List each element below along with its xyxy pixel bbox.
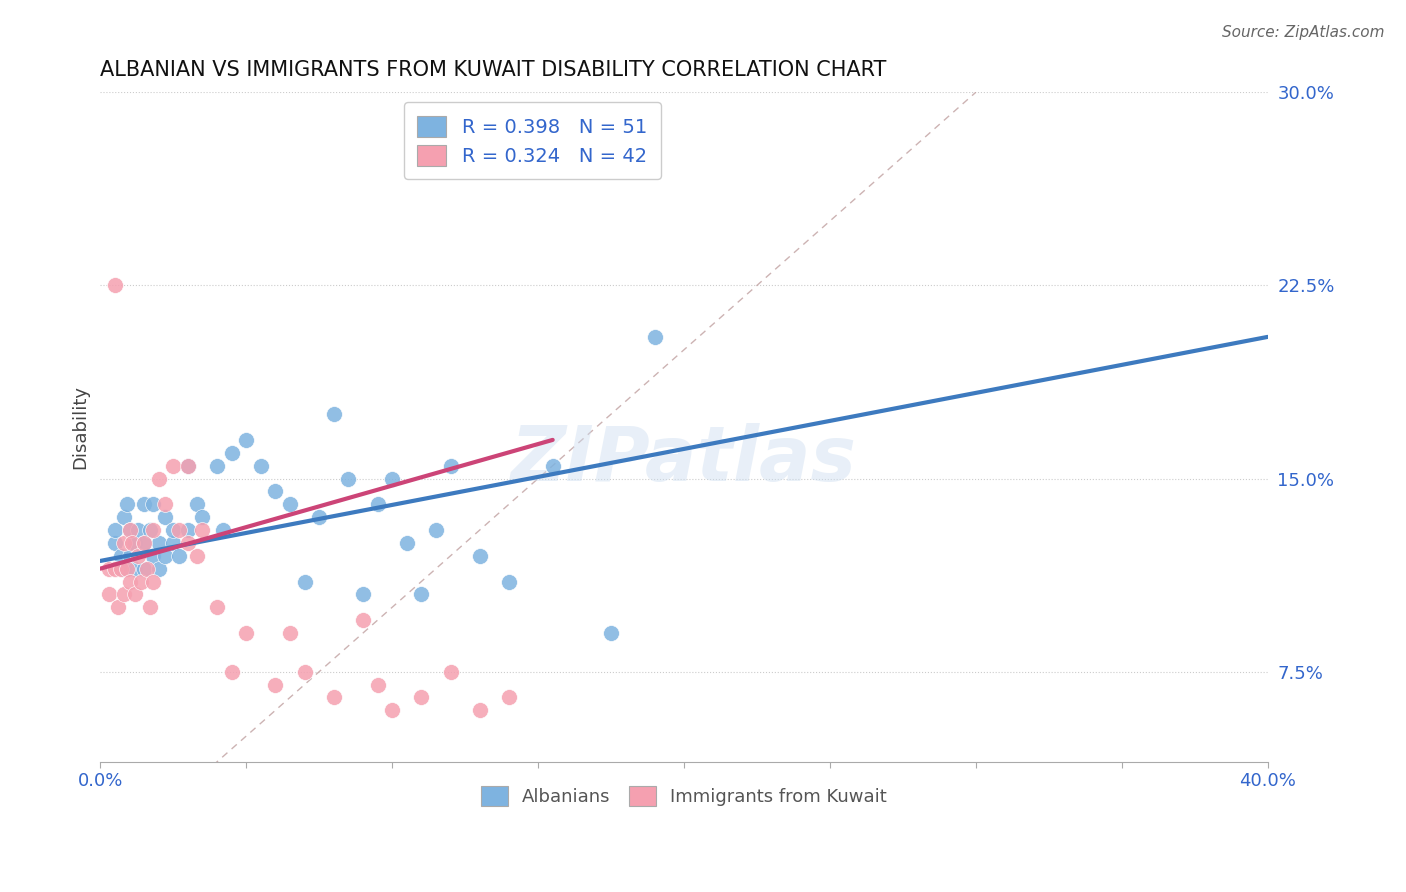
- Point: [118, 523, 141, 537]
- Point: [264, 677, 287, 691]
- Point: [127, 523, 149, 537]
- Point: [142, 497, 165, 511]
- Point: [110, 561, 132, 575]
- Point: [381, 471, 404, 485]
- Point: [153, 497, 176, 511]
- Point: [162, 536, 184, 550]
- Point: [124, 587, 146, 601]
- Point: [118, 549, 141, 563]
- Point: [381, 703, 404, 717]
- Point: [352, 587, 374, 601]
- Point: [177, 458, 200, 473]
- Legend: Albanians, Immigrants from Kuwait: Albanians, Immigrants from Kuwait: [474, 779, 894, 813]
- Y-axis label: Disability: Disability: [72, 385, 89, 469]
- Point: [395, 536, 418, 550]
- Point: [167, 549, 190, 563]
- Point: [439, 458, 461, 473]
- Point: [162, 458, 184, 473]
- Point: [98, 587, 121, 601]
- Point: [167, 523, 190, 537]
- Point: [104, 523, 127, 537]
- Point: [134, 561, 156, 575]
- Text: ZIPatlas: ZIPatlas: [510, 424, 858, 498]
- Point: [235, 626, 257, 640]
- Point: [250, 458, 273, 473]
- Point: [142, 549, 165, 563]
- Point: [148, 561, 170, 575]
- Point: [112, 587, 135, 601]
- Point: [139, 523, 162, 537]
- Point: [112, 510, 135, 524]
- Point: [600, 626, 623, 640]
- Point: [129, 574, 152, 589]
- Point: [118, 523, 141, 537]
- Point: [186, 549, 208, 563]
- Point: [104, 278, 127, 293]
- Point: [107, 600, 129, 615]
- Point: [124, 561, 146, 575]
- Point: [115, 497, 138, 511]
- Point: [541, 458, 564, 473]
- Point: [235, 433, 257, 447]
- Point: [121, 536, 143, 550]
- Point: [367, 497, 389, 511]
- Point: [294, 574, 316, 589]
- Point: [191, 510, 214, 524]
- Point: [112, 561, 135, 575]
- Point: [221, 665, 243, 679]
- Point: [411, 690, 433, 705]
- Point: [118, 574, 141, 589]
- Point: [186, 497, 208, 511]
- Point: [98, 561, 121, 575]
- Text: ALBANIAN VS IMMIGRANTS FROM KUWAIT DISABILITY CORRELATION CHART: ALBANIAN VS IMMIGRANTS FROM KUWAIT DISAB…: [100, 60, 887, 79]
- Point: [278, 497, 301, 511]
- Point: [367, 677, 389, 691]
- Point: [177, 536, 200, 550]
- Point: [644, 330, 666, 344]
- Point: [127, 549, 149, 563]
- Point: [153, 510, 176, 524]
- Point: [212, 523, 235, 537]
- Point: [411, 587, 433, 601]
- Point: [322, 690, 344, 705]
- Point: [115, 561, 138, 575]
- Point: [278, 626, 301, 640]
- Point: [264, 484, 287, 499]
- Point: [162, 523, 184, 537]
- Point: [308, 510, 330, 524]
- Point: [112, 536, 135, 550]
- Point: [337, 471, 360, 485]
- Point: [498, 574, 520, 589]
- Point: [468, 549, 491, 563]
- Point: [136, 561, 159, 575]
- Point: [148, 536, 170, 550]
- Point: [177, 523, 200, 537]
- Point: [153, 549, 176, 563]
- Point: [142, 523, 165, 537]
- Point: [110, 549, 132, 563]
- Point: [425, 523, 447, 537]
- Point: [205, 600, 228, 615]
- Point: [352, 613, 374, 627]
- Point: [498, 690, 520, 705]
- Point: [139, 600, 162, 615]
- Point: [148, 471, 170, 485]
- Point: [439, 665, 461, 679]
- Point: [322, 407, 344, 421]
- Point: [104, 561, 127, 575]
- Text: Source: ZipAtlas.com: Source: ZipAtlas.com: [1222, 25, 1385, 40]
- Point: [134, 536, 156, 550]
- Point: [134, 536, 156, 550]
- Point: [142, 574, 165, 589]
- Point: [124, 536, 146, 550]
- Point: [104, 536, 127, 550]
- Point: [468, 703, 491, 717]
- Point: [294, 665, 316, 679]
- Point: [177, 458, 200, 473]
- Point: [205, 458, 228, 473]
- Point: [191, 523, 214, 537]
- Point: [134, 497, 156, 511]
- Point: [221, 446, 243, 460]
